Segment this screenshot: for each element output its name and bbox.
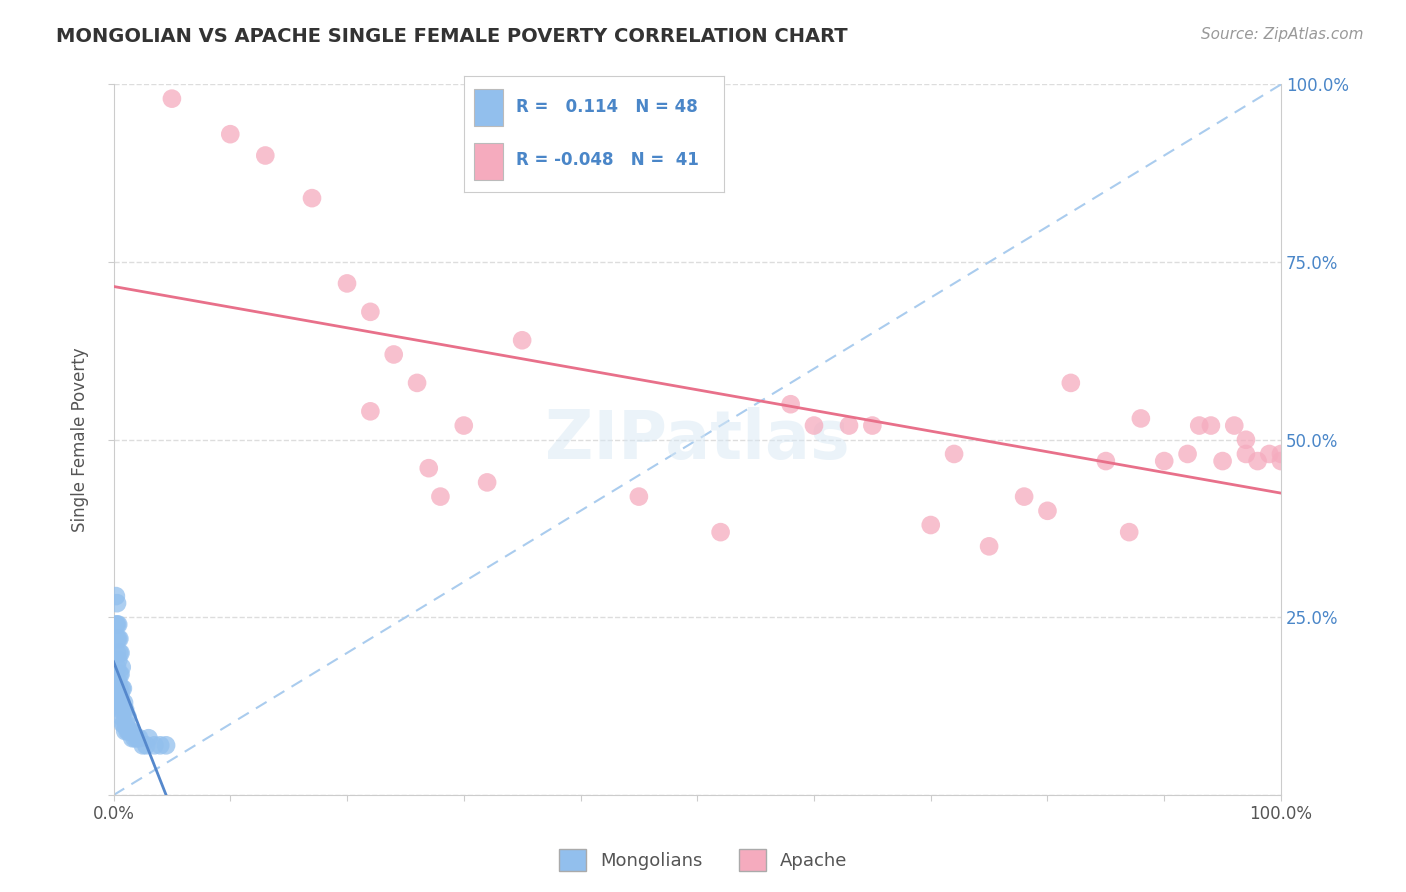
- Point: [382, 347, 405, 361]
- Point: [105, 660, 128, 674]
- Point: [111, 696, 134, 710]
- Point: [1118, 525, 1140, 540]
- Point: [1012, 490, 1035, 504]
- Point: [1234, 447, 1257, 461]
- Y-axis label: Single Female Poverty: Single Female Poverty: [72, 348, 89, 532]
- Point: [1270, 447, 1292, 461]
- Point: [118, 724, 141, 739]
- Point: [510, 333, 533, 347]
- Point: [301, 191, 323, 205]
- Point: [107, 674, 129, 689]
- Point: [118, 724, 141, 739]
- Point: [149, 739, 172, 753]
- Point: [920, 518, 942, 533]
- Point: [155, 739, 177, 753]
- Point: [1188, 418, 1211, 433]
- Point: [128, 731, 150, 746]
- Point: [1258, 447, 1281, 461]
- Point: [1223, 418, 1246, 433]
- Point: [779, 397, 801, 411]
- Point: [108, 667, 131, 681]
- Point: [105, 646, 128, 660]
- Point: [108, 696, 131, 710]
- Point: [160, 92, 183, 106]
- Point: [1036, 504, 1059, 518]
- Point: [359, 305, 381, 319]
- Point: [107, 689, 129, 703]
- Point: [121, 731, 143, 746]
- Point: [111, 681, 134, 696]
- Text: ZIPatlas: ZIPatlas: [546, 407, 849, 473]
- Point: [112, 696, 135, 710]
- FancyBboxPatch shape: [474, 143, 503, 180]
- Point: [107, 617, 129, 632]
- Point: [115, 717, 138, 731]
- Point: [254, 148, 277, 162]
- Point: [1129, 411, 1152, 425]
- Point: [114, 703, 136, 717]
- Point: [111, 660, 134, 674]
- Point: [105, 617, 128, 632]
- Point: [1234, 433, 1257, 447]
- Point: [117, 710, 139, 724]
- Point: [219, 127, 242, 141]
- Point: [977, 539, 1000, 553]
- Point: [1246, 454, 1268, 468]
- Point: [104, 589, 127, 603]
- Point: [418, 461, 440, 475]
- Point: [1153, 454, 1175, 468]
- Point: [453, 418, 475, 433]
- Point: [107, 632, 129, 646]
- Point: [111, 717, 134, 731]
- Point: [1177, 447, 1199, 461]
- Point: [120, 724, 142, 739]
- Point: [125, 731, 148, 746]
- Point: [1095, 454, 1118, 468]
- Point: [108, 646, 131, 660]
- Point: [803, 418, 825, 433]
- Point: [135, 739, 157, 753]
- Point: [143, 739, 166, 753]
- Point: [110, 689, 132, 703]
- Point: [112, 717, 135, 731]
- Point: [117, 724, 139, 739]
- Point: [1212, 454, 1234, 468]
- Point: [336, 277, 359, 291]
- FancyBboxPatch shape: [474, 88, 503, 126]
- Point: [107, 653, 129, 667]
- Point: [838, 418, 860, 433]
- Point: [627, 490, 650, 504]
- Text: MONGOLIAN VS APACHE SINGLE FEMALE POVERTY CORRELATION CHART: MONGOLIAN VS APACHE SINGLE FEMALE POVERT…: [56, 27, 848, 45]
- Point: [475, 475, 498, 490]
- Point: [710, 525, 733, 540]
- Point: [110, 667, 132, 681]
- Point: [1199, 418, 1222, 433]
- Text: Source: ZipAtlas.com: Source: ZipAtlas.com: [1201, 27, 1364, 42]
- Point: [124, 731, 146, 746]
- Point: [110, 703, 132, 717]
- Point: [359, 404, 381, 418]
- Point: [108, 681, 131, 696]
- Text: R =   0.114   N = 48: R = 0.114 N = 48: [516, 98, 697, 116]
- Point: [110, 646, 132, 660]
- Point: [111, 681, 134, 696]
- Point: [1270, 454, 1292, 468]
- Point: [105, 596, 128, 610]
- Point: [943, 447, 966, 461]
- Point: [429, 490, 451, 504]
- Legend: Mongolians, Apache: Mongolians, Apache: [551, 842, 855, 879]
- Point: [114, 724, 136, 739]
- Point: [138, 731, 160, 746]
- Point: [132, 739, 155, 753]
- Text: R = -0.048   N =  41: R = -0.048 N = 41: [516, 152, 699, 169]
- Point: [1060, 376, 1083, 390]
- Point: [111, 710, 134, 724]
- Point: [108, 632, 131, 646]
- Point: [860, 418, 883, 433]
- Point: [105, 632, 128, 646]
- Point: [111, 703, 134, 717]
- Point: [104, 617, 127, 632]
- Point: [406, 376, 429, 390]
